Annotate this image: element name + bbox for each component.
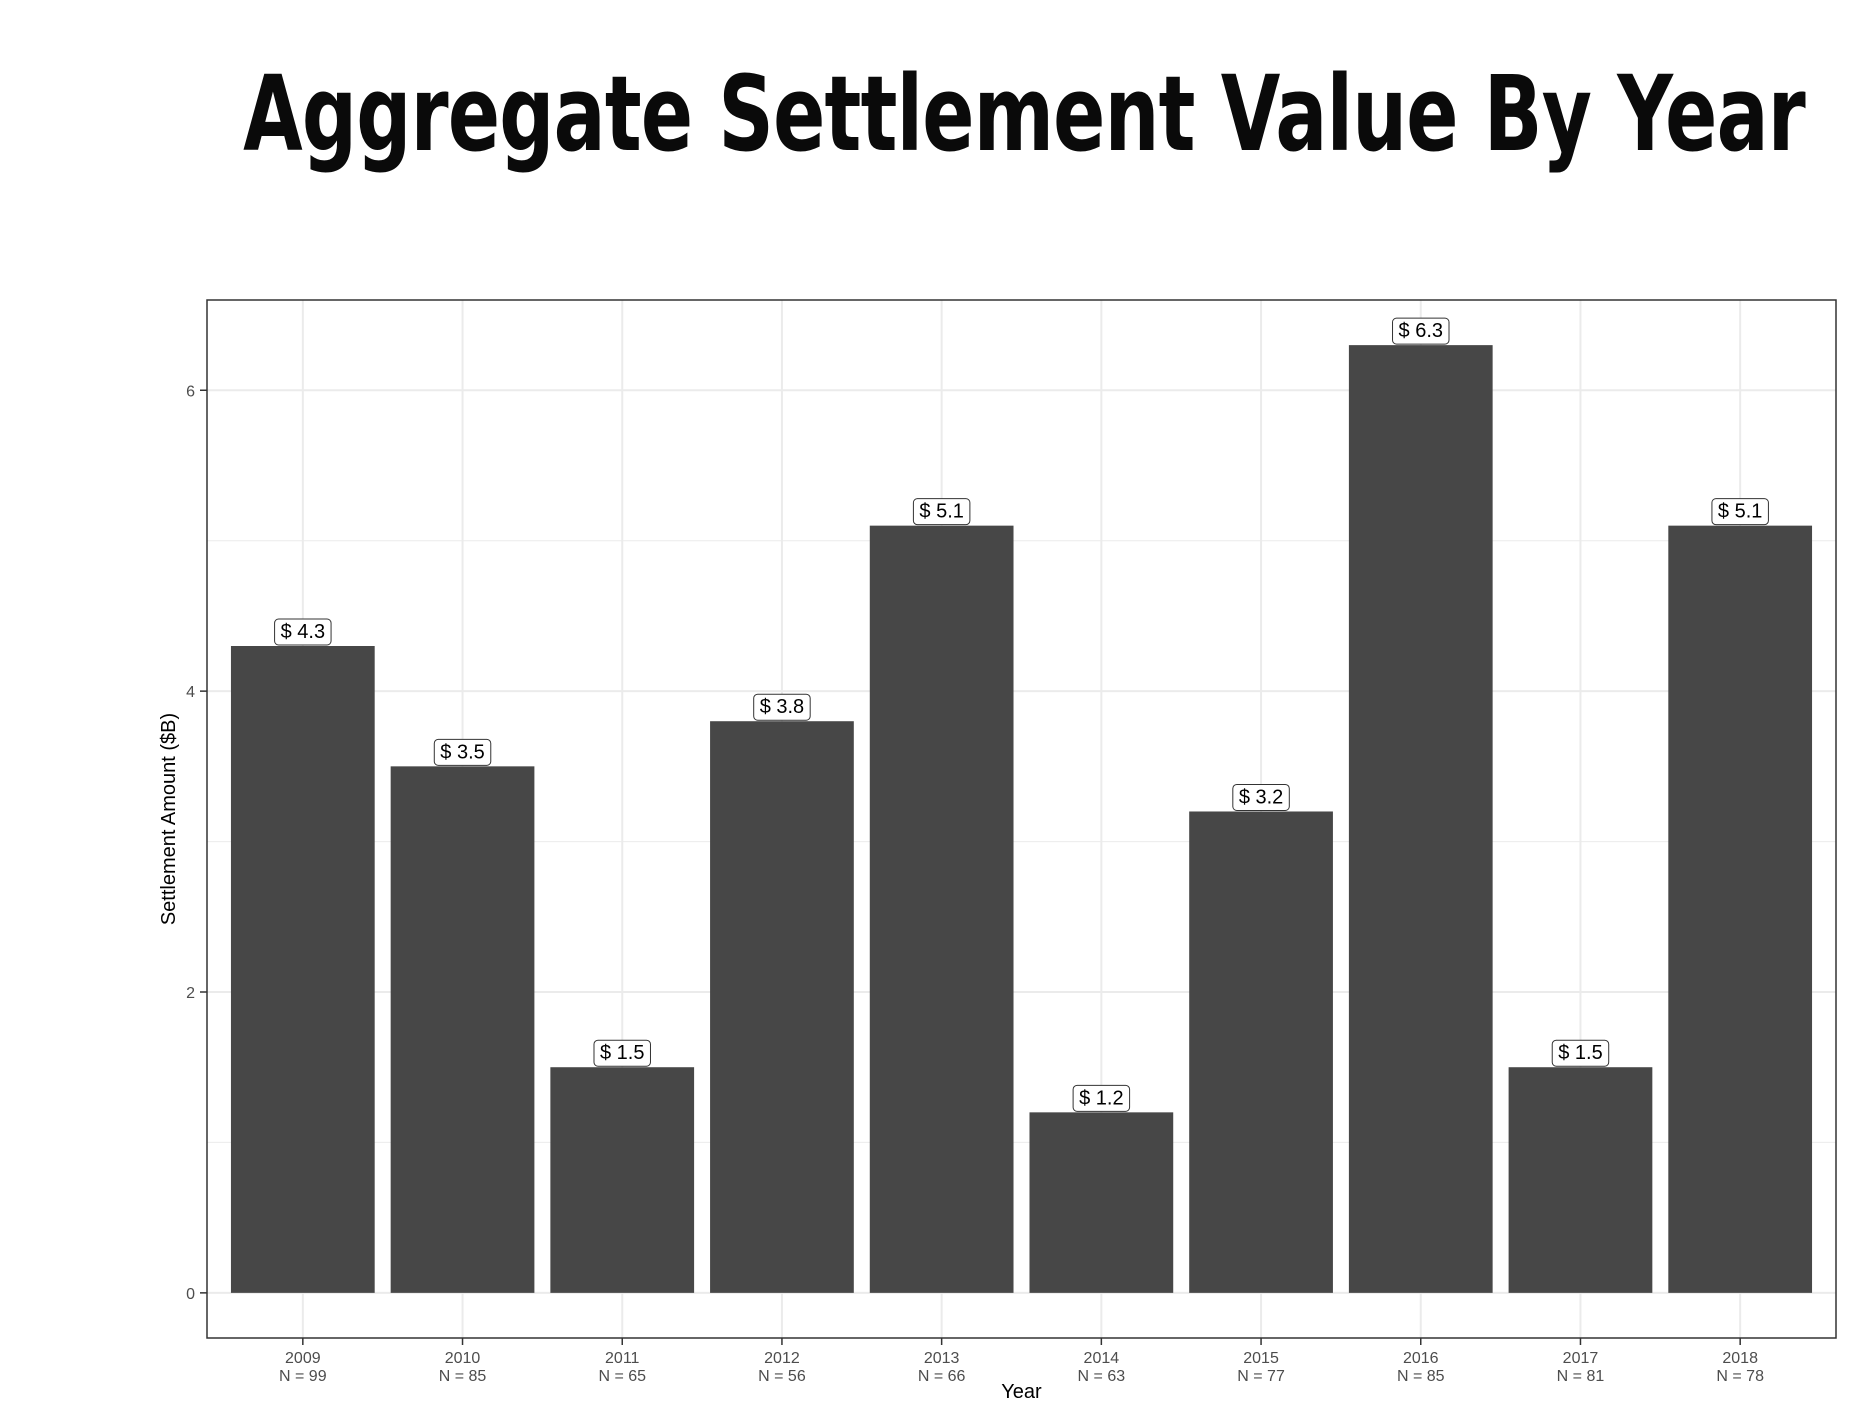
data-label-box [433, 738, 492, 766]
data-labels: $ 4.3 $ 3.5 $ 1.5 $ 3.8 $ 5.1 $ 1.2 $ 3.2 $ 6.3… [274, 317, 1769, 1112]
data-label-2017: $ 1.5 [1551, 1039, 1610, 1067]
x-axis-title: Year [1001, 1381, 1042, 1402]
data-label-2016: $ 6.3 [1392, 317, 1450, 345]
x-tick-label: 2017 [1563, 1350, 1599, 1367]
y-axis-title: Settlement Amount ($B) [158, 713, 180, 925]
data-label-box [1551, 1039, 1610, 1067]
bar-2018 [1668, 525, 1813, 1293]
x-tick-sublabel: N = 85 [439, 1368, 487, 1385]
panel-border [206, 299, 1837, 1339]
y-tick-label: 6 [186, 383, 195, 400]
data-label-box [753, 693, 811, 721]
data-label-box [1392, 317, 1450, 345]
bar-2014 [1029, 1112, 1174, 1293]
data-label-text: $ 3.8 [760, 696, 804, 718]
bar-2009 [230, 646, 375, 1293]
x-tick-label: 2010 [445, 1350, 481, 1367]
data-label-text: $ 4.3 [281, 621, 325, 643]
x-tick-sublabel: N = 78 [1716, 1368, 1764, 1385]
x-tick-label: 2016 [1403, 1350, 1439, 1367]
data-label-box [1072, 1084, 1131, 1112]
data-label-text: $ 5.1 [1718, 501, 1762, 523]
x-tick-sublabel: N = 66 [918, 1368, 966, 1385]
x-tick-sublabel: N = 63 [1078, 1368, 1126, 1385]
data-label-2014: $ 1.2 [1072, 1084, 1131, 1112]
x-tick-sublabel: N = 85 [1397, 1368, 1445, 1385]
data-label-box [912, 498, 971, 526]
data-label-2010: $ 3.5 [433, 738, 492, 766]
data-label-box [1711, 498, 1769, 526]
data-label-text: $ 5.1 [919, 501, 963, 523]
y-tick-label: 0 [186, 1286, 195, 1303]
x-tick-sublabel: N = 56 [758, 1368, 806, 1385]
x-tick-sublabel: N = 99 [279, 1368, 327, 1385]
data-label-2015: $ 3.2 [1232, 783, 1290, 811]
data-label-text: $ 1.5 [1558, 1042, 1602, 1064]
data-label-2009: $ 4.3 [274, 618, 332, 646]
data-label-text: $ 3.2 [1239, 786, 1283, 808]
x-tick-label: 2018 [1722, 1350, 1758, 1367]
bar-2013 [869, 525, 1014, 1293]
bar-2015 [1189, 811, 1333, 1293]
data-label-2018: $ 5.1 [1711, 498, 1769, 526]
chart-title: Aggregate Settlement Value By Year [243, 53, 1806, 175]
data-label-box [1232, 783, 1290, 811]
y-tick-label: 2 [186, 985, 195, 1002]
x-tick-label: 2015 [1243, 1350, 1279, 1367]
data-label-box [274, 618, 332, 646]
data-label-text: $ 1.2 [1079, 1087, 1123, 1109]
x-tick-label: 2014 [1084, 1350, 1120, 1367]
x-tick-label: 2012 [764, 1350, 800, 1367]
data-label-2011: $ 1.5 [593, 1039, 651, 1067]
data-label-text: $ 6.3 [1399, 320, 1443, 342]
x-tick-sublabel: N = 81 [1557, 1368, 1605, 1385]
y-axis: 0 2 4 6 [186, 383, 207, 1303]
bar-2017 [1508, 1067, 1653, 1293]
x-tick-label: 2009 [285, 1350, 321, 1367]
y-tick-label: 4 [186, 684, 195, 701]
bar-2011 [550, 1067, 695, 1293]
bar-2016 [1348, 345, 1493, 1293]
bars [230, 345, 1813, 1293]
data-label-text: $ 3.5 [440, 741, 484, 763]
data-label-box [593, 1039, 651, 1067]
data-label-2013: $ 5.1 [912, 498, 971, 526]
data-label-2012: $ 3.8 [753, 693, 811, 721]
data-label-text: $ 1.5 [600, 1042, 644, 1064]
x-tick-label: 2013 [924, 1350, 960, 1367]
x-tick-label: 2011 [605, 1350, 640, 1367]
x-tick-sublabel: N = 77 [1237, 1368, 1285, 1385]
bar-2010 [390, 766, 535, 1293]
bar-2012 [710, 721, 854, 1293]
x-tick-sublabel: N = 65 [598, 1368, 646, 1385]
